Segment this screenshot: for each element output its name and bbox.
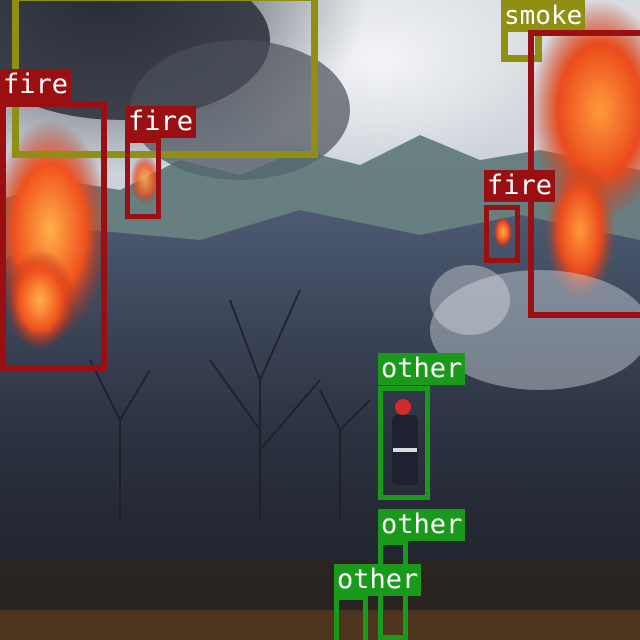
- fire-box-label: fire: [125, 106, 197, 138]
- other-box-label: other: [378, 509, 466, 541]
- fire-box: [0, 101, 107, 371]
- fire-box: [125, 138, 161, 219]
- other-box: [334, 595, 368, 640]
- other-box-label: other: [334, 564, 422, 596]
- other-box-label: other: [378, 353, 466, 385]
- other-box: [378, 386, 430, 500]
- smoke-box-label: smoke: [501, 0, 586, 32]
- fire-box-label: fire: [0, 69, 72, 101]
- fire-box-label: fire: [484, 170, 556, 202]
- fire-box: [484, 205, 520, 263]
